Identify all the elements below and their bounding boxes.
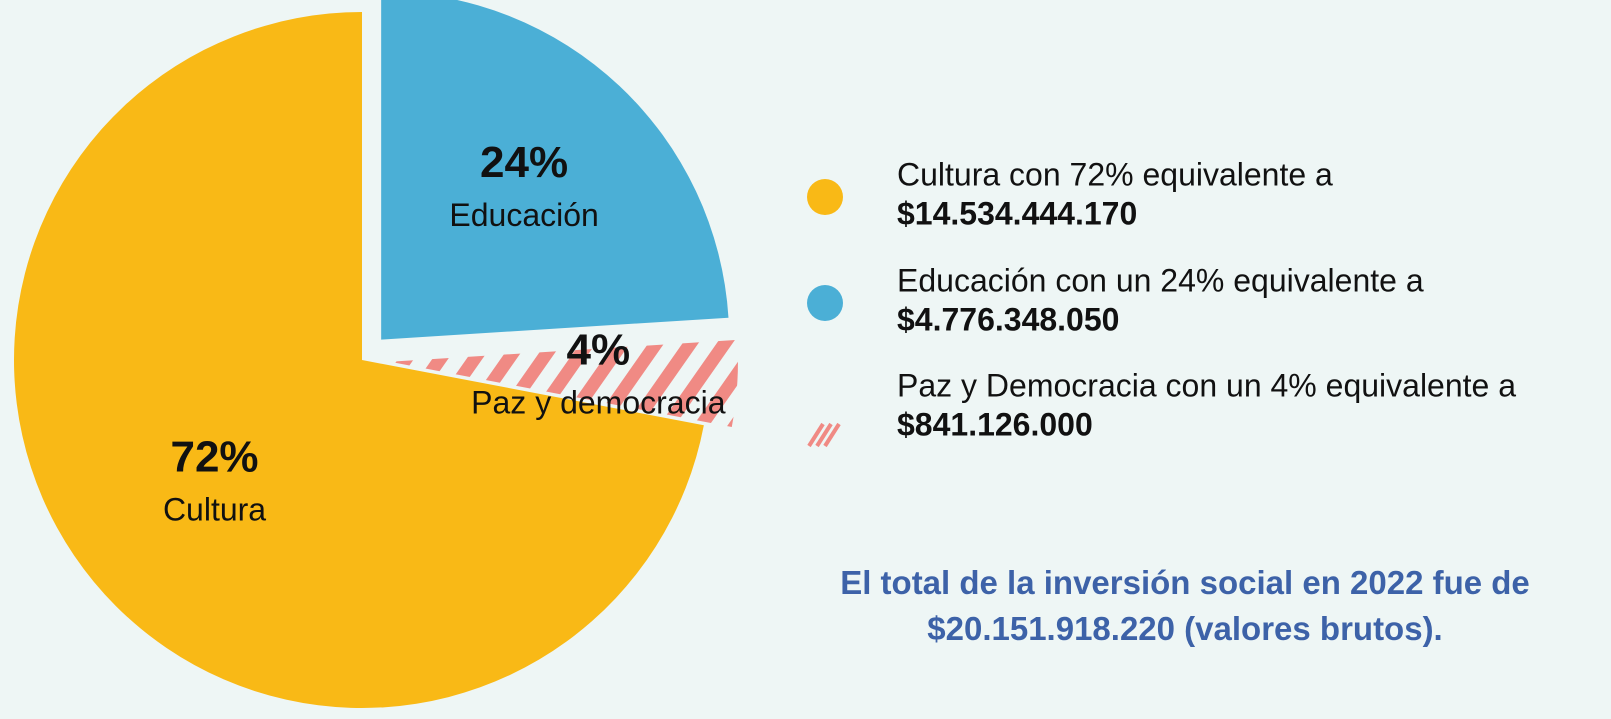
slice-percent: 4% <box>567 325 631 374</box>
pie-slice <box>381 0 729 340</box>
hatch-line <box>815 422 833 448</box>
legend-amount: $841.126.000 <box>897 406 1093 442</box>
hatch-line <box>823 422 841 448</box>
slice-percent: 72% <box>170 433 258 482</box>
legend-swatch <box>807 285 843 321</box>
legend-amount: $4.776.348.050 <box>897 301 1119 337</box>
slice-percent: 24% <box>480 138 568 187</box>
legend-swatch <box>807 179 843 215</box>
legend-text: Paz y Democracia con un 4% equivalente a <box>897 367 1516 403</box>
pie-slice <box>389 339 738 427</box>
legend-text: Educación con un 24% equivalente a <box>897 262 1424 298</box>
legend-text: Cultura con 72% equivalente a <box>897 156 1333 192</box>
pie-slice <box>13 12 704 708</box>
slice-label: Cultura <box>163 491 266 527</box>
hatch-line <box>807 422 825 448</box>
legend-swatch <box>807 422 841 448</box>
slice-label: Paz y democracia <box>471 384 726 420</box>
total-note: El total de la inversión social en 2022 … <box>840 564 1530 647</box>
slice-label: Educación <box>449 197 598 233</box>
legend-amount: $14.534.444.170 <box>897 195 1137 231</box>
